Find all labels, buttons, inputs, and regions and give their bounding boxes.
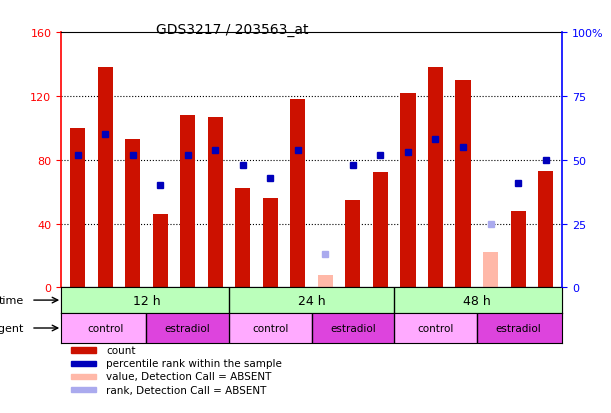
Bar [263, 199, 278, 287]
Text: estradiol: estradiol [330, 323, 376, 333]
Bar [147, 313, 229, 343]
Bar [312, 313, 394, 343]
Text: agent: agent [0, 323, 24, 333]
Bar [71, 374, 96, 379]
Bar [345, 200, 360, 287]
Bar [70, 128, 85, 287]
Bar [373, 173, 388, 287]
Bar [180, 116, 196, 287]
Bar [61, 287, 562, 320]
Bar [511, 211, 525, 287]
Text: GDS3217 / 203563_at: GDS3217 / 203563_at [156, 23, 309, 37]
Bar [71, 348, 96, 353]
Text: estradiol: estradiol [165, 323, 211, 333]
Bar [229, 313, 312, 343]
Text: control: control [252, 323, 288, 333]
Bar [428, 68, 443, 287]
Bar [538, 171, 553, 287]
Text: 12 h: 12 h [133, 294, 160, 307]
Text: control: control [87, 323, 123, 333]
Text: 48 h: 48 h [463, 294, 491, 307]
Text: rank, Detection Call = ABSENT: rank, Detection Call = ABSENT [106, 385, 266, 395]
Bar [483, 253, 498, 287]
Bar [71, 361, 96, 366]
Text: control: control [417, 323, 454, 333]
Text: count: count [106, 345, 136, 355]
Bar [153, 214, 168, 287]
Bar [455, 81, 470, 287]
Text: 24 h: 24 h [298, 294, 326, 307]
Bar [208, 117, 223, 287]
Text: time: time [0, 295, 24, 305]
Bar [318, 275, 333, 287]
Bar [235, 189, 251, 287]
Bar [394, 313, 477, 343]
Text: estradiol: estradiol [495, 323, 541, 333]
Text: value, Detection Call = ABSENT: value, Detection Call = ABSENT [106, 372, 271, 382]
Bar [400, 93, 415, 287]
Text: percentile rank within the sample: percentile rank within the sample [106, 358, 282, 368]
Bar [290, 100, 306, 287]
Bar [98, 68, 112, 287]
Bar [125, 140, 141, 287]
Bar [477, 313, 562, 343]
Bar [61, 313, 147, 343]
Bar [71, 387, 96, 392]
